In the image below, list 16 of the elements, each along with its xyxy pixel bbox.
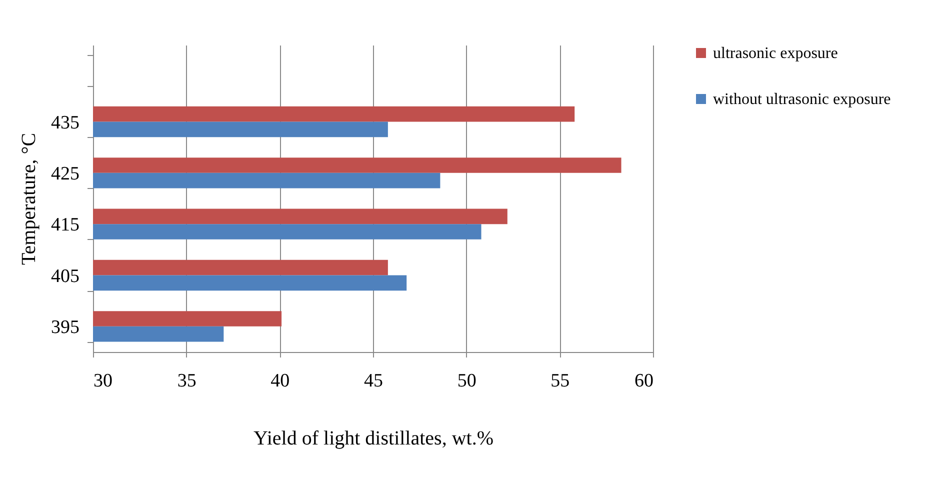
x-axis-title: Yield of light distillates, wt.% xyxy=(254,428,494,450)
y-tick-label: 425 xyxy=(51,163,80,184)
y-tick-label: 405 xyxy=(51,266,80,287)
x-tick-label: 45 xyxy=(364,370,383,392)
y-axis-title: Temperature, °C xyxy=(18,132,40,266)
x-tick-label: 50 xyxy=(457,370,476,392)
x-tick-label: 35 xyxy=(177,370,196,392)
x-tick-label: 60 xyxy=(634,370,654,392)
y-tick-label: 415 xyxy=(51,214,80,236)
legend-label: ultrasonic exposure xyxy=(713,45,838,62)
legend-label: without ultrasonic exposure xyxy=(713,91,891,108)
y-tick-label: 435 xyxy=(51,112,80,134)
x-tick-label: 55 xyxy=(550,370,570,392)
x-tick-label: 40 xyxy=(270,370,290,392)
x-tick-label: 30 xyxy=(94,370,112,392)
y-tick-label: 395 xyxy=(51,316,80,338)
